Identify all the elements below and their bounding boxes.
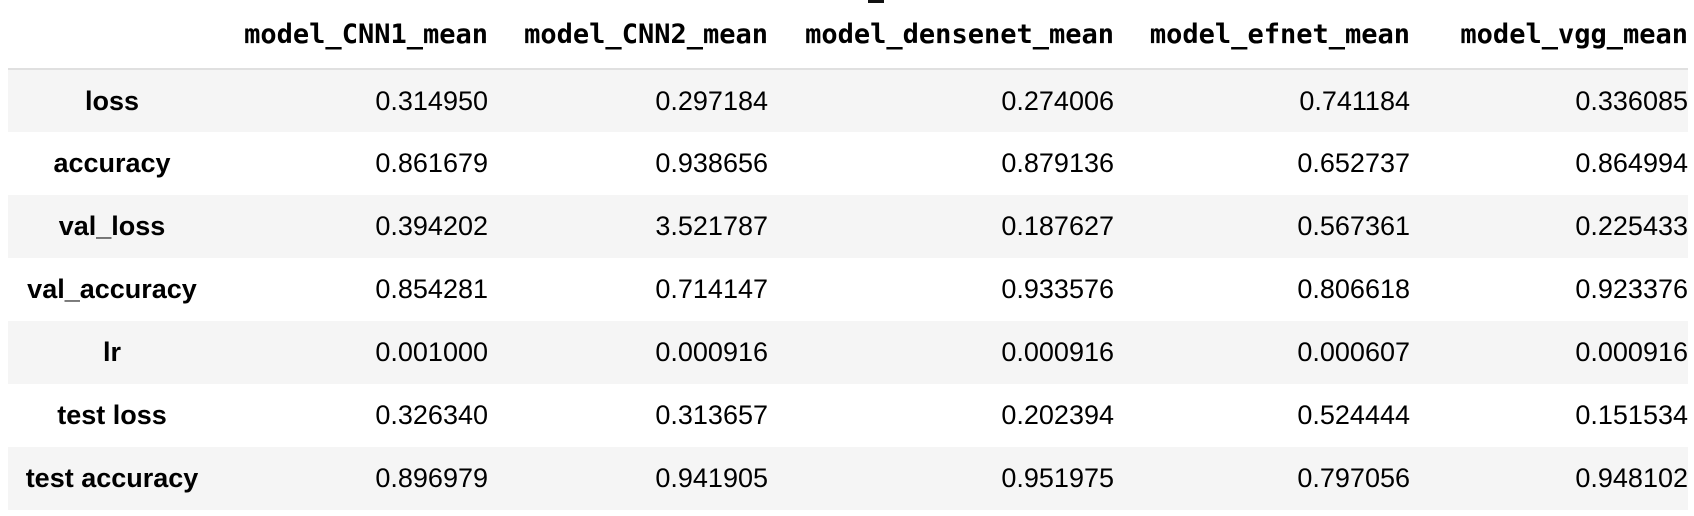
table-cell: 0.314950 <box>375 85 488 116</box>
table-cell: 0.313657 <box>655 400 768 430</box>
row-label: accuracy <box>53 148 171 178</box>
table-cell: 0.000607 <box>1297 337 1410 367</box>
table-cell: 0.806618 <box>1297 274 1410 304</box>
table-row: test loss 0.326340 0.313657 0.202394 0.5… <box>8 384 1688 447</box>
table-cell: 3.521787 <box>655 211 768 241</box>
table-row: lr 0.001000 0.000916 0.000916 0.000607 0… <box>8 321 1688 384</box>
table-cell: 0.225433 <box>1575 211 1688 241</box>
table-cell: 0.941905 <box>655 463 768 493</box>
table-cell: 0.854281 <box>375 274 488 304</box>
table-cell: 0.938656 <box>655 148 768 178</box>
row-label: test accuracy <box>25 463 199 493</box>
table-cell: 0.202394 <box>1001 400 1114 430</box>
table-cell: 0.797056 <box>1297 463 1410 493</box>
table-cell: 0.000916 <box>1575 337 1688 367</box>
table-cell: 0.297184 <box>655 85 768 116</box>
table-cell: 0.861679 <box>375 148 488 178</box>
table-cell: 0.524444 <box>1297 400 1410 430</box>
table-row: val_loss 0.394202 3.521787 0.187627 0.56… <box>8 195 1688 258</box>
table-body: loss 0.314950 0.297184 0.274006 0.741184… <box>8 69 1688 510</box>
dataframe-container: model_CNN1_mean model_CNN2_mean model_de… <box>8 0 1688 510</box>
table-cell: 0.652737 <box>1297 148 1410 178</box>
table-cell: 0.714147 <box>655 274 768 304</box>
table-row: accuracy 0.861679 0.938656 0.879136 0.65… <box>8 132 1688 195</box>
column-header: model_efnet_mean <box>1114 0 1410 70</box>
row-label: loss <box>84 85 140 116</box>
table-header: model_CNN1_mean model_CNN2_mean model_de… <box>8 0 1688 70</box>
table-cell: 0.567361 <box>1297 211 1410 241</box>
row-label: test loss <box>57 400 167 430</box>
column-header: model_vgg_mean <box>1410 0 1688 70</box>
column-header: model_CNN2_mean <box>488 0 768 70</box>
table-row: val_accuracy 0.854281 0.714147 0.933576 … <box>8 258 1688 321</box>
row-label: val_accuracy <box>27 274 197 304</box>
column-header: model_CNN1_mean <box>216 0 488 70</box>
table-cell: 0.864994 <box>1575 148 1688 178</box>
table-row: loss 0.314950 0.297184 0.274006 0.741184… <box>8 69 1688 132</box>
table-cell: 0.187627 <box>1001 211 1114 241</box>
table-cell: 0.326340 <box>375 400 488 430</box>
header-row: model_CNN1_mean model_CNN2_mean model_de… <box>8 0 1688 70</box>
table-cell: 0.394202 <box>375 211 488 241</box>
column-header: model_densenet_mean <box>768 0 1114 70</box>
table-cell: 0.896979 <box>375 463 488 493</box>
table-cell: 0.948102 <box>1575 463 1688 493</box>
table-cell: 0.336085 <box>1575 85 1688 116</box>
table-cell: 0.000916 <box>1001 337 1114 367</box>
table-cell: 0.933576 <box>1001 274 1114 304</box>
row-label: lr <box>102 337 121 367</box>
table-cell: 0.000916 <box>655 337 768 367</box>
row-label: val_loss <box>58 211 166 241</box>
table-cell: 0.274006 <box>1001 85 1114 116</box>
table-cell: 0.923376 <box>1575 274 1688 304</box>
table-cell: 0.151534 <box>1575 400 1688 430</box>
index-header-corner <box>8 0 216 70</box>
dataframe-table: model_CNN1_mean model_CNN2_mean model_de… <box>8 0 1688 510</box>
table-row: test accuracy 0.896979 0.941905 0.951975… <box>8 447 1688 510</box>
table-cell: 0.879136 <box>1001 148 1114 178</box>
table-cell: 0.001000 <box>375 337 488 367</box>
table-cell: 0.951975 <box>1001 463 1114 493</box>
table-cell: 0.741184 <box>1299 85 1410 116</box>
